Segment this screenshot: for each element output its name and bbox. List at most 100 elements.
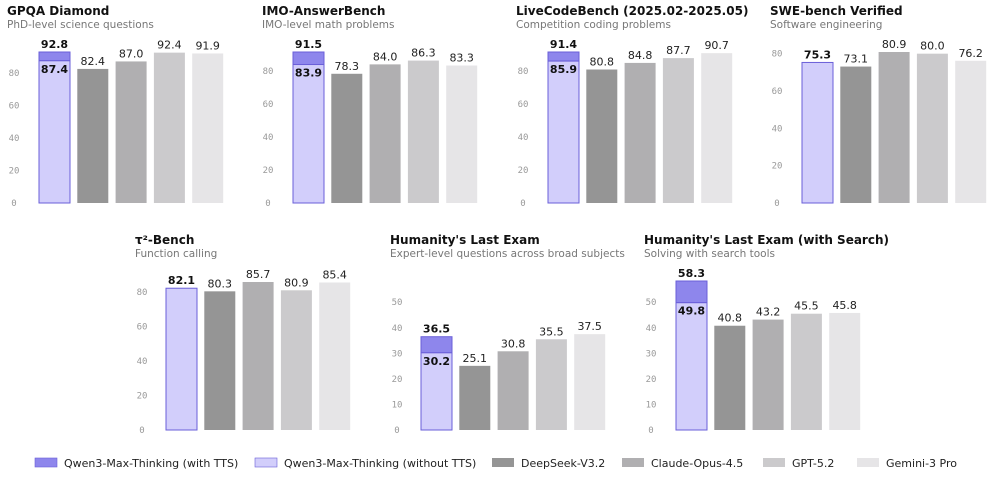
bar-qwen-without-tts	[38, 60, 71, 204]
data-label-gpt: 92.4	[157, 39, 182, 52]
y-tick-label: 0	[394, 426, 399, 436]
data-label-claude: 43.2	[756, 306, 781, 319]
data-label-with-tts: 36.5	[423, 323, 450, 336]
legend-label: Claude-Opus-4.5	[651, 457, 743, 470]
y-tick-label: 30	[646, 349, 657, 359]
data-label-with-tts: 58.3	[678, 267, 705, 280]
data-label-gemini: 45.8	[832, 299, 857, 312]
data-label-without-tts: 82.1	[168, 274, 195, 287]
bar-qwen-with-tts	[547, 51, 580, 62]
bar-claude	[497, 351, 529, 430]
chart-subtitle: Competition coding problems	[516, 19, 671, 31]
bar-gemini	[192, 53, 224, 203]
data-label-deepseek: 80.3	[208, 277, 233, 290]
legend-label: Gemini-3 Pro	[886, 457, 957, 470]
y-tick-label: 0	[11, 199, 16, 209]
data-label-deepseek: 73.1	[844, 53, 869, 66]
data-label-deepseek: 82.4	[81, 55, 106, 68]
bar-qwen-without-tts	[801, 61, 834, 204]
y-tick-label: 50	[392, 298, 403, 308]
data-label-gpt: 45.5	[794, 300, 819, 313]
bar-gpt	[790, 313, 822, 430]
data-label-gpt: 35.5	[539, 325, 564, 338]
y-tick-label: 40	[9, 134, 20, 144]
bar-qwen-without-tts	[165, 287, 198, 431]
bar-claude	[624, 62, 656, 204]
data-label-without-tts: 75.3	[804, 48, 831, 61]
bar-deepseek	[840, 66, 872, 203]
y-tick-label: 80	[518, 67, 529, 77]
legend-swatch	[857, 458, 879, 467]
y-tick-label: 20	[772, 162, 783, 172]
chart-title: τ²-Bench	[135, 233, 194, 247]
bar-claude	[878, 52, 910, 203]
legend-label: DeepSeek-V3.2	[521, 457, 605, 470]
y-tick-label: 80	[772, 50, 783, 60]
chart-subtitle: Function calling	[135, 248, 217, 260]
chart-title: SWE-bench Verified	[770, 4, 903, 18]
legend-item: Gemini-3 Pro	[857, 457, 957, 470]
y-tick-label: 0	[520, 199, 525, 209]
bar-gpt	[153, 52, 185, 203]
data-label-without-tts: 85.9	[550, 63, 577, 76]
legend-swatch	[492, 458, 514, 467]
y-tick-label: 40	[137, 357, 148, 367]
data-label-gemini: 37.5	[577, 320, 602, 333]
legend-item: GPT-5.2	[763, 457, 834, 470]
chart-title: LiveCodeBench (2025.02-2025.05)	[516, 4, 748, 18]
chart-subtitle: Software engineering	[770, 19, 882, 31]
bar-claude	[369, 64, 401, 204]
data-label-gemini: 91.9	[195, 39, 220, 52]
bar-qwen-without-tts	[420, 352, 453, 431]
y-tick-label: 40	[518, 133, 529, 143]
data-label-deepseek: 78.3	[335, 60, 360, 73]
y-tick-label: 40	[646, 324, 657, 334]
data-label-claude: 84.0	[373, 50, 398, 63]
chart-panel: Humanity's Last Exam (with Search)Solvin…	[644, 233, 889, 436]
legend: Qwen3-Max-Thinking (with TTS) Qwen3-Max-T…	[34, 457, 957, 470]
data-label-deepseek: 25.1	[463, 352, 488, 365]
chart-subtitle: Solving with search tools	[644, 248, 775, 260]
bar-qwen-with-tts	[420, 336, 453, 354]
y-tick-label: 50	[646, 298, 657, 308]
y-tick-label: 20	[263, 166, 274, 176]
chart-subtitle: IMO-level math problems	[262, 19, 395, 31]
legend-item: Claude-Opus-4.5	[622, 457, 743, 470]
data-label-gemini: 90.7	[704, 39, 729, 52]
bar-gpt	[662, 58, 694, 204]
y-tick-label: 40	[772, 124, 783, 134]
data-label-with-tts: 91.4	[550, 38, 577, 51]
bar-gemini	[829, 312, 861, 430]
chart-title: Humanity's Last Exam (with Search)	[644, 233, 889, 247]
y-tick-label: 80	[263, 67, 274, 77]
y-tick-label: 40	[392, 324, 403, 334]
data-label-without-tts: 49.8	[678, 305, 705, 318]
bar-gemini	[319, 282, 351, 430]
bar-qwen-with-tts	[38, 51, 71, 62]
y-tick-label: 60	[137, 322, 148, 332]
bar-gpt	[407, 60, 439, 203]
data-label-gpt: 87.7	[666, 44, 691, 57]
data-label-gpt: 80.9	[284, 276, 309, 289]
legend-swatch	[34, 457, 58, 468]
bar-qwen-without-tts	[547, 60, 580, 204]
bar-gpt	[916, 53, 948, 203]
legend-swatch	[254, 457, 278, 468]
data-label-claude: 87.0	[119, 47, 144, 60]
bar-gpt	[535, 339, 567, 430]
data-label-claude: 80.9	[882, 38, 907, 51]
bar-qwen-without-tts	[292, 64, 325, 204]
y-tick-label: 10	[392, 400, 403, 410]
y-tick-label: 0	[774, 199, 779, 209]
chart-title: IMO-AnswerBench	[262, 4, 385, 18]
bar-gemini	[446, 65, 478, 203]
legend-item: DeepSeek-V3.2	[492, 457, 605, 470]
data-label-gemini: 85.4	[322, 269, 347, 282]
bar-deepseek	[204, 291, 236, 430]
bar-claude	[752, 319, 784, 430]
data-label-without-tts: 30.2	[423, 355, 450, 368]
